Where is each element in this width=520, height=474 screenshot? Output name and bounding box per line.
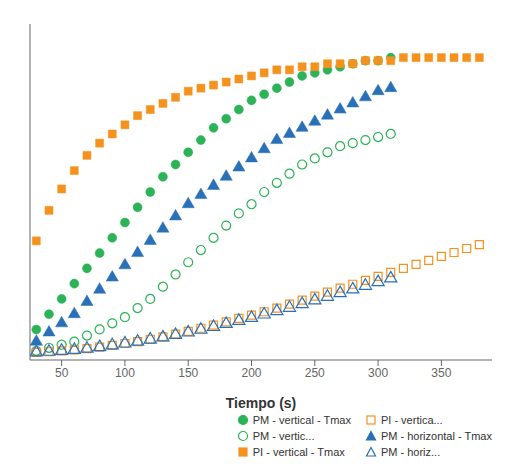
html-text:PM - vertic...: PM - vertic... — [252, 430, 315, 442]
svg-text:200: 200 — [241, 366, 261, 380]
svg-text:Tiempo (s): Tiempo (s) — [226, 395, 297, 411]
html-text:PI - vertical - Tmax: PI - vertical - Tmax — [252, 446, 345, 458]
svg-text:350: 350 — [431, 366, 451, 380]
html-text:PM - vertical - Tmax: PM - vertical - Tmax — [252, 414, 351, 426]
svg-text:50: 50 — [55, 366, 69, 380]
html-text:PM - horiz...: PM - horiz... — [380, 446, 441, 458]
html-text:PM - horizontal - Tmax: PM - horizontal - Tmax — [380, 430, 492, 442]
html-text:PI - vertica...: PI - vertica... — [380, 414, 443, 426]
svg-text:300: 300 — [368, 366, 388, 380]
svg-text:250: 250 — [305, 366, 325, 380]
svg-text:150: 150 — [178, 366, 198, 380]
svg-text:100: 100 — [115, 366, 135, 380]
